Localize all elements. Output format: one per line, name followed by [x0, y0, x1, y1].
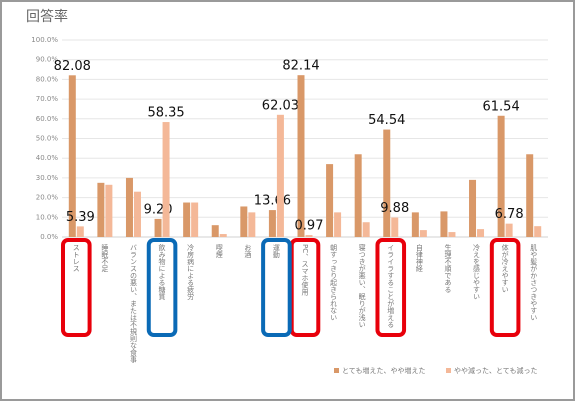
y-tick-label: 20.0%	[36, 194, 59, 202]
bar	[440, 211, 448, 237]
bar	[276, 114, 284, 237]
bar	[297, 75, 305, 237]
value-label: 62.03	[262, 98, 299, 113]
bar	[268, 210, 276, 237]
y-tick-label: 40.0%	[36, 154, 59, 162]
legend-swatch	[334, 368, 339, 373]
y-tick-label: 30.0%	[36, 174, 59, 182]
bar	[534, 226, 542, 237]
y-tick-label: 70.0%	[36, 95, 59, 103]
value-label: 13.66	[254, 194, 291, 209]
bar	[240, 206, 248, 237]
y-tick-label: 100.0%	[31, 36, 58, 44]
bar	[477, 229, 485, 237]
highlight-box	[146, 238, 178, 337]
bar	[183, 202, 191, 237]
x-tick-label: ストレス	[72, 244, 80, 272]
value-label: 5.39	[66, 210, 95, 225]
bar	[419, 230, 427, 237]
x-tick-label: お酒	[244, 244, 252, 259]
highlight-box	[489, 238, 521, 337]
bar	[469, 179, 477, 237]
x-tick-label: 冷えを感じやすい	[473, 243, 481, 300]
legend-label: やや減った、とても減った	[454, 366, 537, 375]
bar	[105, 184, 113, 237]
bar	[97, 182, 105, 237]
highlight-box	[261, 238, 292, 337]
highlight-box	[61, 238, 92, 337]
bar	[162, 122, 170, 237]
x-tick-label: PC、スマホ使用	[301, 244, 309, 296]
chart-title: 回答率	[26, 8, 68, 25]
x-tick-label: バランスの悪い、または不規則な食事	[129, 244, 137, 363]
bar	[68, 75, 76, 237]
bar	[383, 129, 391, 237]
bar	[411, 212, 419, 237]
y-tick-label: 50.0%	[36, 135, 59, 143]
value-label: 0.97	[295, 219, 324, 234]
x-tick-label: 睡眠不足	[101, 244, 109, 273]
x-tick-label: 喫煙	[215, 243, 223, 259]
x-tick-label: イライラすることが増える	[387, 244, 395, 328]
bar	[125, 177, 133, 237]
bar	[391, 217, 399, 237]
bar	[505, 223, 513, 237]
bar	[76, 226, 84, 237]
y-tick-label: 90.0%	[36, 56, 59, 64]
x-tick-label: 運動	[272, 243, 280, 259]
value-label: 82.08	[54, 59, 91, 74]
y-tick-label: 60.0%	[36, 115, 59, 123]
bar	[354, 154, 362, 237]
bar	[497, 115, 505, 237]
bar	[191, 202, 199, 237]
value-label: 54.54	[368, 113, 405, 128]
x-tick-label: 寝つきが悪い、眠りが浅い	[358, 243, 366, 328]
bar	[133, 191, 141, 237]
value-label: 61.54	[483, 99, 520, 114]
y-tick-label: 0.0%	[40, 233, 58, 241]
x-tick-label: 肌や髪がかさつきやすい	[530, 244, 538, 321]
value-label: 9.88	[380, 201, 409, 216]
bar	[526, 154, 534, 237]
bar	[219, 234, 227, 237]
highlight-box	[375, 238, 407, 337]
x-tick-label: 冷房病による疲労	[187, 243, 195, 301]
x-tick-label: 体が冷えやすい	[501, 243, 509, 293]
x-tick-label: 朝すっきり起きられない	[330, 244, 338, 321]
bar	[248, 212, 256, 237]
bar	[334, 212, 342, 237]
legend-label: とても増えた、やや増えた	[342, 366, 425, 375]
bar	[211, 225, 219, 237]
bar	[154, 218, 162, 237]
x-tick-label: 飲み物による糖質	[158, 243, 166, 301]
value-label: 82.14	[282, 59, 319, 74]
y-tick-label: 80.0%	[36, 75, 59, 83]
x-tick-label: 生理不順である	[444, 243, 452, 293]
value-label: 6.78	[495, 207, 524, 222]
bar	[326, 164, 334, 237]
bar	[448, 232, 456, 237]
x-tick-label: 自律神経	[415, 243, 423, 273]
legend-swatch	[446, 368, 451, 373]
value-label: 58.35	[147, 106, 184, 121]
y-tick-label: 10.0%	[36, 213, 59, 221]
bar	[305, 235, 313, 237]
bar	[362, 222, 370, 237]
